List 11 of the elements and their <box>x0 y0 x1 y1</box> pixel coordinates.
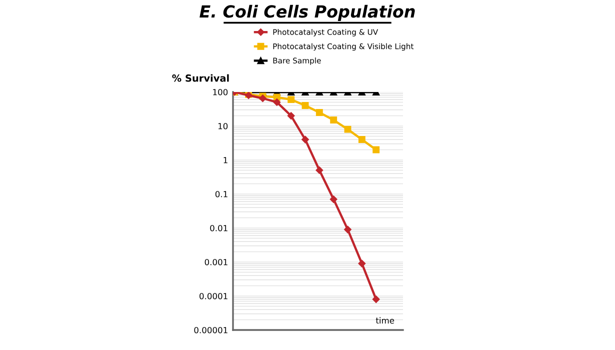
y-tick-label: 100 <box>213 88 228 96</box>
y-tick-label: 0.01 <box>210 224 228 232</box>
y-tick-label: 0.001 <box>204 258 228 266</box>
y-tick-label: 1 <box>224 157 228 164</box>
y-axis-title: % Survival <box>172 74 229 82</box>
y-tick-label: 0.00001 <box>194 326 228 334</box>
y-tick-label: 0.1 <box>215 190 228 198</box>
x-axis-title: time <box>376 317 394 324</box>
y-tick-label: 10 <box>218 122 228 130</box>
y-tick-label: 0.0001 <box>200 292 228 300</box>
chart-title: E. Coli Cells Population <box>200 4 415 21</box>
